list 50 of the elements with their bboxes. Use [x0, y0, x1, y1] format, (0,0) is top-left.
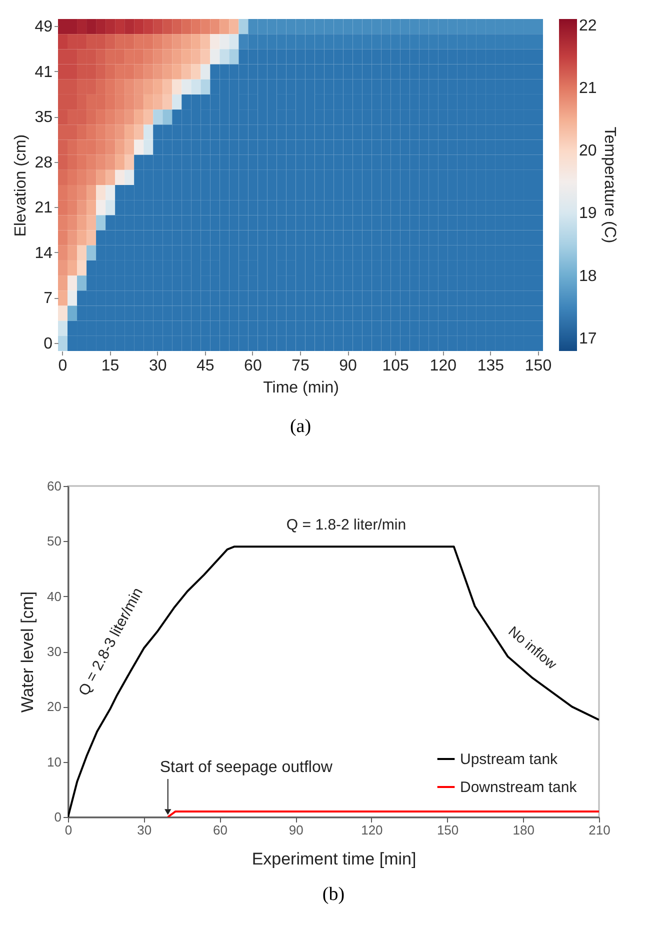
- color-bar-label: 19: [579, 205, 597, 222]
- y-tick-label: 40: [47, 588, 62, 604]
- y-tick-label: 0: [44, 335, 53, 352]
- color-bar-label: 21: [579, 80, 597, 97]
- x-tick-label: 75: [292, 358, 310, 374]
- y-axis-title: Water level [cm]: [18, 591, 38, 713]
- color-bar-label: 22: [579, 17, 597, 34]
- annotation: Start of seepage outflow: [160, 759, 333, 776]
- y-tick-label: 30: [47, 644, 62, 659]
- x-tick-label: 180: [512, 822, 534, 838]
- x-tick-label: 210: [588, 822, 610, 838]
- annotation: Q = 1.8-2 liter/min: [286, 516, 406, 534]
- color-bar-title: Temperature (C): [601, 126, 618, 244]
- x-tick-label: 105: [382, 358, 410, 374]
- x-tick-label: 150: [436, 822, 459, 838]
- x-tick-label: 30: [137, 822, 152, 838]
- y-tick-label: 21: [34, 200, 53, 217]
- legend-label: Upstream tank: [460, 751, 558, 768]
- x-tick-label: 15: [101, 358, 120, 374]
- x-tick-label: 135: [477, 358, 504, 374]
- x-tick-label: 150: [524, 358, 552, 374]
- y-tick-label: 0: [54, 810, 62, 824]
- x-tick-label: 30: [148, 358, 167, 374]
- y-tick-label: 10: [47, 754, 62, 770]
- x-tick-label: 60: [212, 822, 228, 838]
- x-tick-label: 90: [339, 358, 358, 374]
- y-tick-label: 50: [47, 534, 62, 549]
- color-bar-label: 18: [579, 268, 597, 285]
- color-bar-label: 17: [579, 330, 597, 348]
- legend-label: Downstream tank: [460, 779, 578, 796]
- y-tick-label: 20: [47, 699, 62, 714]
- y-axis-title: Elevation (cm): [12, 134, 30, 237]
- x-axis-title: Time (min): [263, 380, 339, 396]
- x-tick-label: 45: [196, 358, 214, 374]
- x-tick-label: 60: [244, 358, 262, 374]
- y-tick-label: 60: [47, 478, 62, 494]
- x-axis-title: Experiment time [min]: [252, 850, 416, 868]
- x-tick-label: 0: [64, 822, 72, 838]
- y-tick-label: 35: [34, 109, 53, 126]
- y-tick-label: 41: [34, 64, 53, 81]
- y-tick-label: 7: [44, 290, 53, 308]
- y-tick-label: 28: [34, 154, 53, 172]
- text: (a): [290, 416, 312, 437]
- y-tick-label: 49: [34, 18, 53, 36]
- x-tick-label: 120: [430, 358, 457, 374]
- x-tick-label: 90: [288, 822, 304, 838]
- y-tick-label: 14: [34, 244, 53, 262]
- text: (b): [322, 884, 345, 905]
- color-bar-label: 20: [579, 142, 597, 160]
- x-tick-label: 120: [361, 822, 383, 838]
